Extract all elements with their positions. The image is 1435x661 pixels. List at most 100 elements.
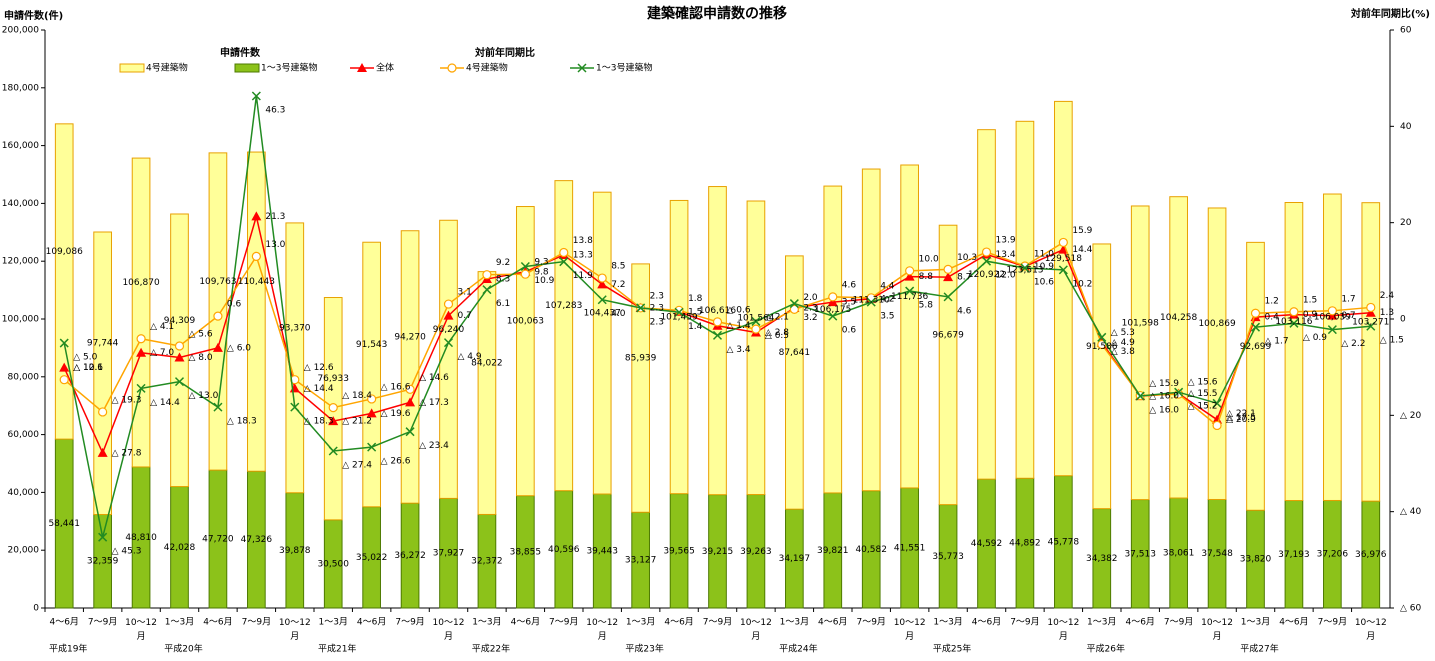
marker <box>712 317 723 327</box>
x-tick-label: 7～9月 <box>395 617 424 628</box>
line-value-label: △ 0.9 <box>1303 333 1327 343</box>
line-value-label: 4.0 <box>611 309 626 319</box>
bar <box>1169 196 1188 499</box>
marker <box>597 279 608 289</box>
x-tick-label: 4～6月 <box>203 617 232 628</box>
bar <box>977 129 996 480</box>
marker <box>943 292 953 302</box>
bar <box>1284 202 1304 502</box>
bar <box>1130 205 1150 501</box>
bar <box>938 224 958 506</box>
marker <box>943 272 954 282</box>
marker <box>1327 306 1337 316</box>
marker <box>174 341 185 351</box>
line-value-label: △ 7.0 <box>150 348 174 358</box>
marker <box>559 257 569 267</box>
line-value-label: 10.6 <box>1034 277 1054 287</box>
bar-value-label: 94,309 <box>164 316 196 326</box>
line-value-label: △ 15.5 <box>1188 389 1218 399</box>
x-tick-label: 1～3月 <box>165 617 194 628</box>
y-tick-label: 60,000 <box>8 430 40 440</box>
bar-value-label: 34,197 <box>779 554 811 564</box>
marker <box>1250 322 1261 332</box>
line-value-label: 1.2 <box>1265 297 1279 307</box>
line-value-label: 8.3 <box>496 275 510 285</box>
line-value-label: 2.0 <box>803 293 818 303</box>
marker <box>636 303 646 313</box>
bar-value-label: 101,598 <box>1122 318 1159 328</box>
marker <box>213 311 223 321</box>
line-value-label: 0.9 <box>1303 310 1318 320</box>
marker <box>405 427 415 437</box>
line-value-label: 2.3 <box>803 303 817 313</box>
x-tick-label: 10～12 月 <box>125 618 157 642</box>
bar-value-label: 40,596 <box>548 545 580 555</box>
line-value-label: 7.2 <box>611 280 625 290</box>
bar-value-label: 110,443 <box>238 277 275 287</box>
bar-value-label: 76,933 <box>317 374 349 384</box>
bar-value-label: 106,870 <box>122 278 159 288</box>
marker <box>905 266 915 276</box>
bar-value-label: 34,382 <box>1086 554 1118 564</box>
bar-value-label: 107,283 <box>545 301 582 311</box>
line-value-label: 0.7 <box>458 311 472 321</box>
bar <box>1246 241 1265 511</box>
chart-title: 建築確認申請数の推移 <box>647 5 787 22</box>
bar-value-label: 37,206 <box>1317 550 1349 560</box>
bar-value-label: 32,359 <box>87 557 119 567</box>
bar-value-label: 111,310 <box>853 295 890 305</box>
marker <box>366 408 377 418</box>
line-value-label: 2.4 <box>1380 291 1395 301</box>
marker <box>98 407 108 417</box>
x-tick-label: 1～3月 <box>780 617 809 628</box>
marker <box>828 311 838 321</box>
line-value-label: △ 8.0 <box>189 353 213 363</box>
marker <box>789 299 799 309</box>
bar-value-label: 37,927 <box>433 549 465 559</box>
line-value-label: △ 15.6 <box>1188 378 1218 388</box>
marker <box>1366 302 1376 313</box>
x-tick-label: 4～6月 <box>357 617 386 628</box>
x-tick-label: 4～6月 <box>972 617 1001 628</box>
marker <box>712 330 723 340</box>
bar-value-label: 39,443 <box>586 547 618 557</box>
bar-value-label: 101,459 <box>660 313 697 323</box>
bar-value-label: 91,586 <box>1086 342 1118 352</box>
bar <box>1361 202 1381 502</box>
bar-value-label: 35,022 <box>356 553 388 563</box>
y-tick-label: 0 <box>33 604 39 614</box>
marker <box>1250 308 1261 318</box>
marker <box>136 347 147 357</box>
x-tick-label: 7～9月 <box>88 617 117 628</box>
bar-value-label: 100,063 <box>507 317 544 327</box>
marker <box>328 403 338 413</box>
line-value-label: △ 19.6 <box>381 409 411 419</box>
year-label: 平成23年 <box>625 643 663 655</box>
line-value-label: 4.2 <box>880 294 894 304</box>
x-tick-label: 10～12 月 <box>1047 618 1079 642</box>
marker <box>290 402 300 412</box>
line-value-label: △ 6.0 <box>227 343 251 353</box>
bar-value-label: 40,582 <box>855 545 887 555</box>
bar-value-label: 109,086 <box>46 247 83 257</box>
bar-value-label: 48,810 <box>125 533 157 543</box>
year-label: 平成21年 <box>318 643 356 655</box>
bar-value-label: 103,116 <box>1275 317 1312 327</box>
line-value-label: 21.3 <box>265 212 285 222</box>
line-value-label: △ 14.4 <box>150 398 180 408</box>
line-value-label: 10.9 <box>534 276 554 286</box>
marker <box>981 256 992 266</box>
bar-value-label: 47,326 <box>241 535 273 545</box>
marker <box>520 269 530 279</box>
bar <box>669 199 689 495</box>
line-value-label: 13.0 <box>265 240 285 250</box>
line-value-label: △ 5.6 <box>189 329 213 339</box>
marker <box>443 299 454 309</box>
line-value-label: 13.8 <box>573 236 593 246</box>
year-label: 平成19年 <box>49 643 87 655</box>
bar-value-label: 96,240 <box>433 325 465 335</box>
marker <box>59 338 69 348</box>
legend-label: 4号建築物 <box>466 62 508 74</box>
line-value-label: △ 1.4 <box>727 321 751 331</box>
x-tick-label: 4～6月 <box>1125 617 1154 628</box>
